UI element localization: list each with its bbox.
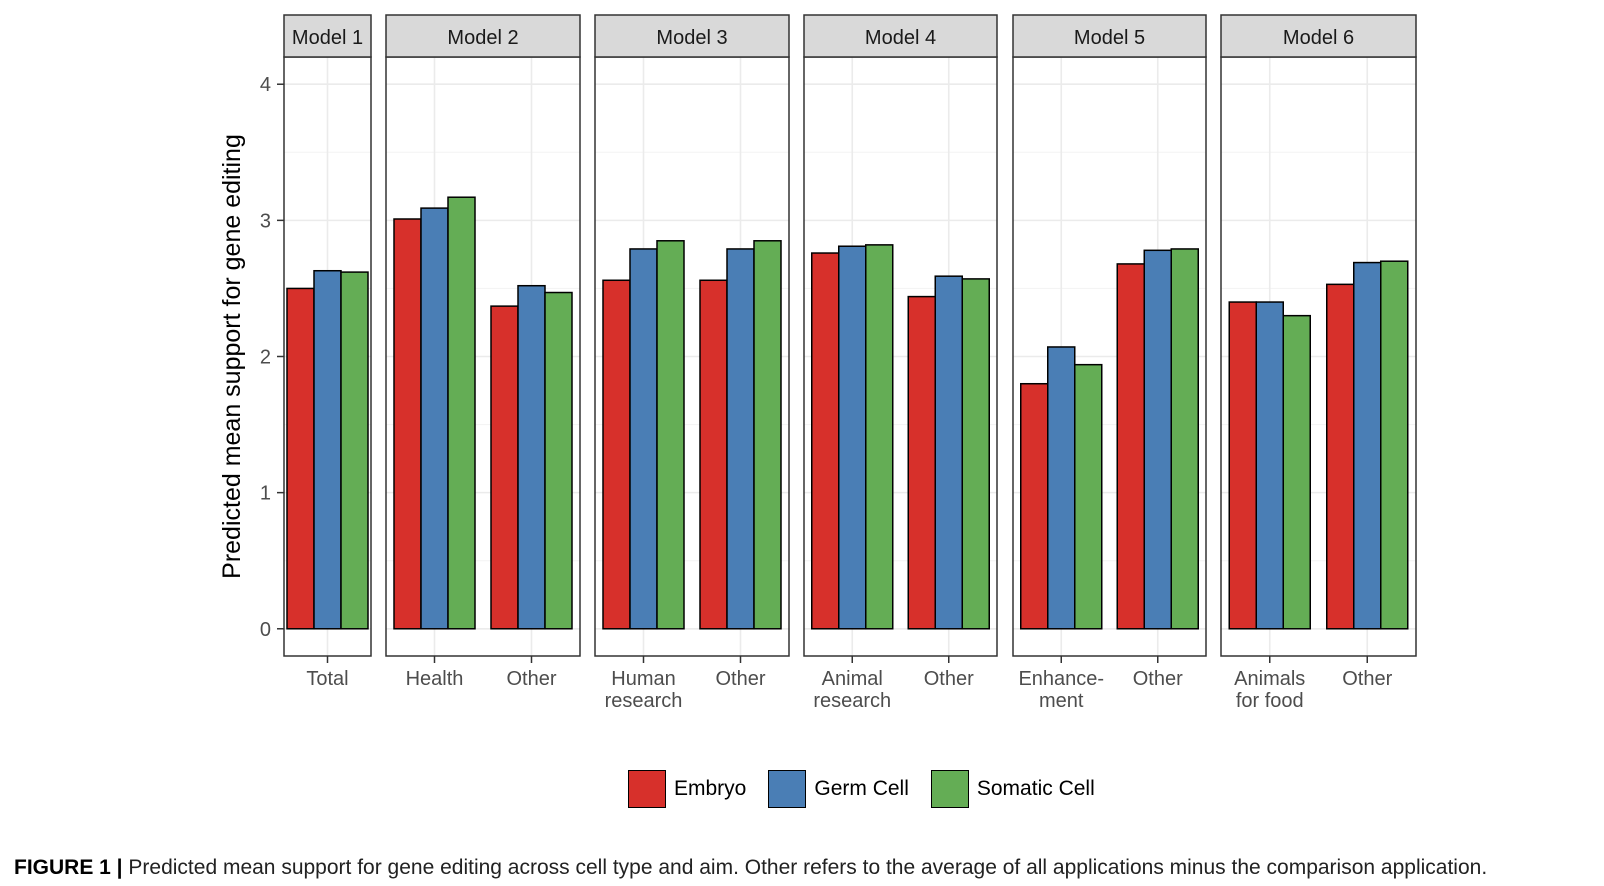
- legend-key-somatic-cell: [930, 770, 969, 808]
- bar-model-2-health-germ-cell: [420, 207, 449, 630]
- bar-model-3-other-somatic-cell: [753, 240, 782, 630]
- bar-model-4-animal-research-germ-cell: [838, 245, 867, 630]
- y-tick-label-3: 3: [260, 210, 271, 232]
- x-tick-label-total: Total: [306, 668, 348, 690]
- bar-model-5-other-somatic-cell: [1170, 248, 1199, 630]
- bar-model-5-enhance-ment-embryo: [1020, 382, 1049, 630]
- facet-strip-title: Model 6: [1283, 27, 1354, 49]
- bar-model-3-human-research-somatic-cell: [656, 240, 685, 630]
- x-tick-label-other: Other: [924, 668, 974, 690]
- bar-model-2-other-germ-cell: [517, 284, 546, 630]
- legend-key-embryo: [628, 770, 666, 808]
- bar-model-4-animal-research-embryo: [811, 252, 840, 630]
- y-axis-title: Predicted mean support for gene editing: [218, 134, 246, 579]
- legend-label-somatic-cell: Somatic Cell: [976, 777, 1095, 800]
- bar-model-4-animal-research-somatic-cell: [865, 244, 894, 630]
- bar-model-4-other-somatic-cell: [961, 278, 990, 630]
- bar-model-4-other-germ-cell: [934, 275, 963, 630]
- legend-label-embryo: Embryo: [674, 777, 747, 800]
- bar-model-3-human-research-germ-cell: [629, 248, 658, 630]
- bar-model-5-other-germ-cell: [1143, 249, 1172, 630]
- facet-strip-title: Model 2: [447, 27, 518, 49]
- bar-model-6-other-germ-cell: [1353, 261, 1382, 630]
- x-tick-label-animals-for-food: Animals: [1234, 668, 1305, 690]
- bar-model-1-total-germ-cell: [313, 269, 342, 630]
- panel-model-5: Enhance-ment Other Model 5: [1012, 14, 1207, 712]
- facet-strip: [803, 14, 998, 58]
- facet-strip: [283, 14, 372, 58]
- facet-strip-title: Model 4: [865, 27, 936, 49]
- panel-model-2: Health Other Model 2: [385, 14, 581, 690]
- x-tick-label-human-research: Human: [611, 668, 675, 690]
- bar-model-4-other-embryo: [907, 295, 936, 630]
- figure-label: FIGURE 1 |: [14, 856, 123, 879]
- bar-model-1-total-somatic-cell: [340, 271, 369, 630]
- x-tick-label-other: Other: [1133, 668, 1183, 690]
- bar-model-6-animals-for-food-somatic-cell: [1282, 314, 1311, 630]
- legend-key-germ-cell: [768, 770, 807, 808]
- x-tick-label-other: Other: [715, 668, 765, 690]
- facet-strip-title: Model 3: [656, 27, 727, 49]
- facet-strip-title: Model 5: [1074, 27, 1145, 49]
- facet-strip: [1220, 14, 1417, 58]
- legend-label-germ-cell: Germ Cell: [814, 777, 909, 800]
- bar-model-6-other-embryo: [1326, 283, 1355, 630]
- figure-caption-text: Predicted mean support for gene editing …: [128, 856, 1488, 879]
- x-tick-label-enhance-ment: Enhance-: [1018, 668, 1104, 690]
- x-tick-label-human-research: research: [605, 690, 683, 712]
- figure-caption: FIGURE 1 | Predicted mean support for ge…: [14, 856, 1487, 880]
- x-tick-label-animal-research: Animal: [822, 668, 883, 690]
- x-tick-label-health: Health: [406, 668, 464, 690]
- legend-item-embryo: Embryo: [628, 770, 746, 808]
- x-tick-label-animal-research: research: [813, 690, 891, 712]
- bar-model-5-other-embryo: [1116, 263, 1145, 630]
- bar-model-6-animals-for-food-germ-cell: [1255, 301, 1284, 630]
- bar-model-3-human-research-embryo: [602, 279, 631, 630]
- bar-model-6-other-somatic-cell: [1380, 260, 1409, 630]
- bar-model-3-other-embryo: [699, 279, 728, 630]
- bar-model-6-animals-for-food-embryo: [1228, 301, 1257, 630]
- x-tick-label-other: Other: [506, 668, 556, 690]
- panel-model-1: Total Model 1: [283, 14, 372, 690]
- bar-model-2-other-somatic-cell: [544, 291, 573, 630]
- legend: Embryo Germ Cell Somatic Cell: [628, 768, 1117, 810]
- bar-model-5-enhance-ment-somatic-cell: [1074, 363, 1103, 630]
- y-tick-label-2: 2: [260, 347, 271, 369]
- legend-item-somatic-cell: Somatic Cell: [930, 770, 1095, 808]
- legend-item-germ-cell: Germ Cell: [768, 770, 909, 808]
- x-tick-label-animals-for-food: for food: [1236, 690, 1304, 712]
- facet-strip: [385, 14, 581, 58]
- y-tick-label-1: 1: [260, 483, 271, 505]
- x-tick-label-other: Other: [1342, 668, 1392, 690]
- bar-model-5-enhance-ment-germ-cell: [1047, 346, 1076, 630]
- facet-strip: [594, 14, 790, 58]
- bar-model-2-other-embryo: [490, 305, 519, 630]
- facet-strip: [1012, 14, 1207, 58]
- bar-model-2-health-somatic-cell: [447, 196, 476, 630]
- bar-model-3-other-germ-cell: [726, 248, 755, 630]
- y-tick-label-4: 4: [260, 74, 271, 96]
- facet-strip-title: Model 1: [292, 27, 363, 49]
- x-tick-label-enhance-ment: ment: [1039, 690, 1084, 712]
- y-tick-label-0: 0: [260, 619, 271, 641]
- bar-model-1-total-embryo: [286, 287, 315, 630]
- bar-model-2-health-embryo: [393, 218, 422, 630]
